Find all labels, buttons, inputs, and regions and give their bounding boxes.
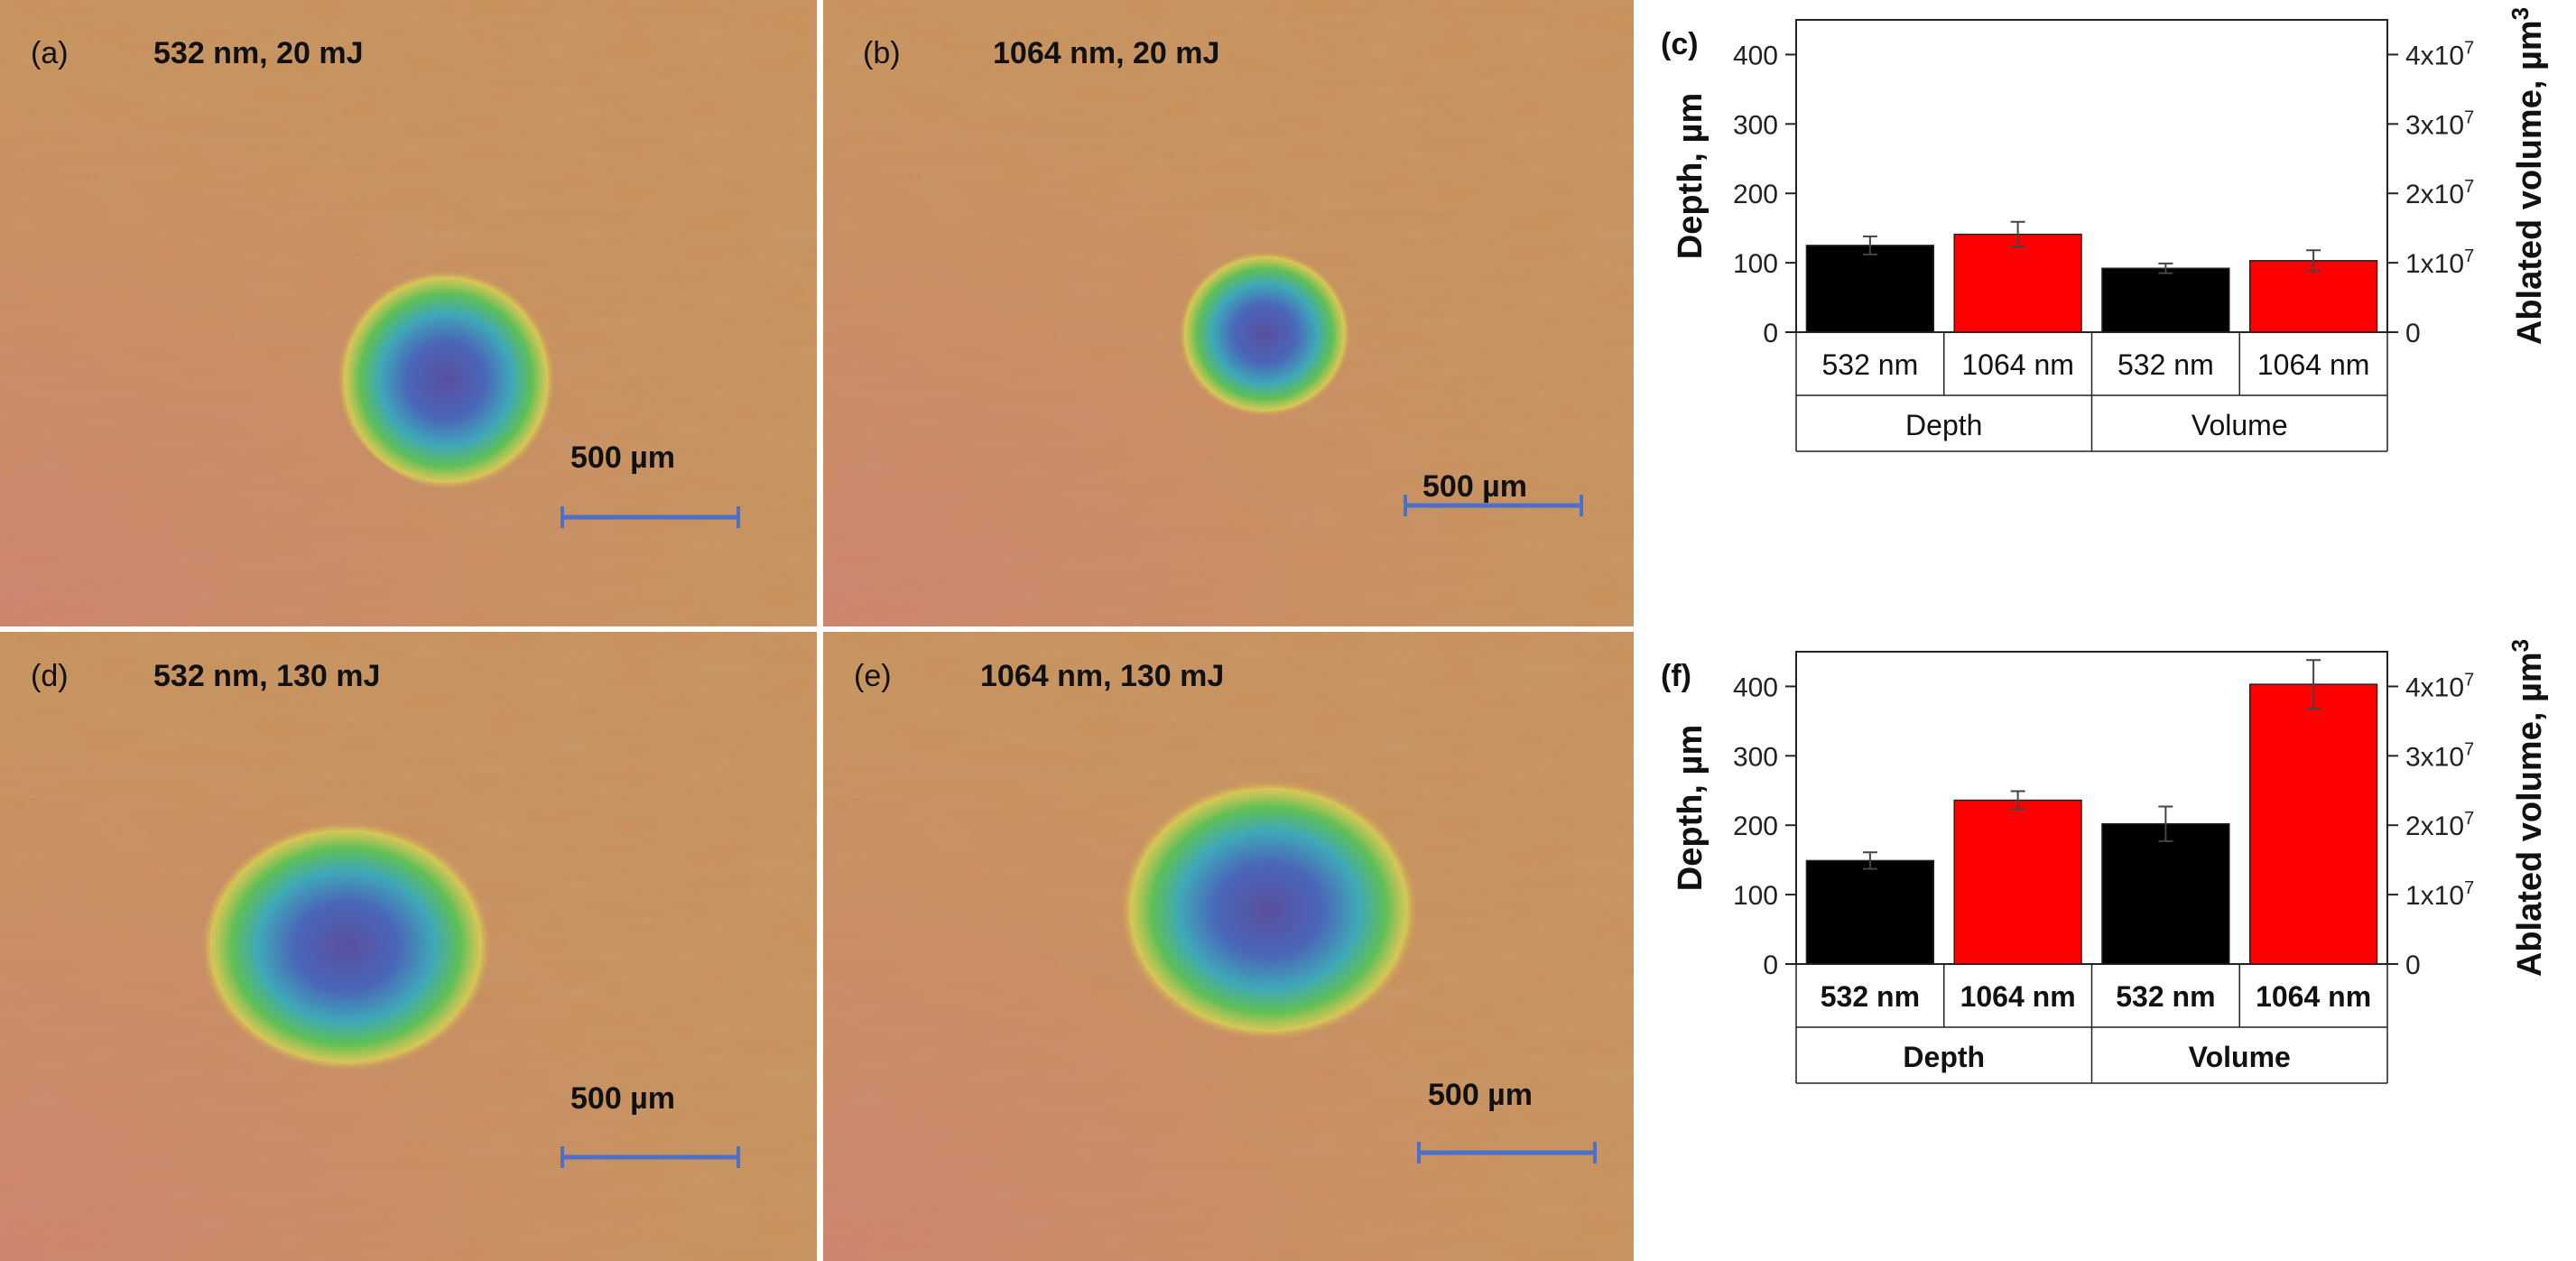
panel-title-b: 1064 nm, 20 mJ [993, 36, 1220, 70]
left-tick-label: 200 [1733, 811, 1778, 841]
panel-label-e: (e) [854, 659, 892, 693]
left-tick-label: 0 [1763, 950, 1778, 980]
wood-photo-d [0, 632, 817, 1261]
photo-panel-d: (d) 532 nm, 130 mJ 500 µm [0, 632, 817, 1261]
right-axis-label: Ablated volume, µm3 [2507, 7, 2549, 345]
panel-title-e: 1064 nm, 130 mJ [980, 659, 1225, 693]
panel-label-b: (b) [863, 36, 901, 70]
left-tick-label: 400 [1733, 41, 1778, 70]
group-label: Depth [1905, 409, 1982, 441]
scale-label-b: 500 µm [1422, 469, 1527, 504]
category-label: 532 nm [1822, 348, 1919, 381]
right-tick-label: 3x107 [2405, 739, 2474, 772]
category-label: 1064 nm [1960, 980, 2076, 1013]
chart-f: (f) 0 100 200 300 400 0 1x107 2x107 3x107 4x107 Dep… [1661, 639, 2549, 1084]
bar [2101, 822, 2230, 965]
left-axis-label: Depth, µm [1672, 93, 1710, 259]
bar [1953, 799, 2082, 965]
scale-label-a: 500 µm [570, 440, 675, 475]
right-tick-label: 0 [2405, 319, 2421, 348]
right-tick-label: 1x107 [2405, 246, 2474, 279]
wood-photo-b [823, 0, 1634, 626]
category-label: 1064 nm [2256, 980, 2371, 1013]
left-axis-label: Depth, µm [1672, 725, 1710, 891]
wood-photo-a [0, 0, 817, 626]
bar [1805, 859, 1935, 965]
bar [2248, 260, 2378, 333]
right-tick-label: 2x107 [2405, 809, 2474, 841]
panel-title-a: 532 nm, 20 mJ [153, 36, 364, 70]
photo-panel-a: (a) 532 nm, 20 mJ 500 µm [0, 0, 817, 626]
crater-d [199, 821, 493, 1072]
bar [1953, 233, 2082, 333]
right-tick-label: 4x107 [2405, 38, 2474, 70]
bar [2101, 267, 2230, 333]
chart-panel-label: (c) [1661, 27, 1699, 61]
crater-e [1118, 778, 1420, 1042]
left-tick-label: 300 [1733, 742, 1778, 772]
right-axis-label: Ablated volume, µm3 [2507, 639, 2549, 977]
crater-a [336, 269, 557, 491]
left-tick-label: 200 [1733, 180, 1778, 209]
panel-title-d: 532 nm, 130 mJ [153, 659, 381, 693]
group-label: Depth [1903, 1041, 1985, 1073]
bar [2248, 683, 2378, 965]
right-tick-label: 3x107 [2405, 107, 2474, 140]
panel-label-d: (d) [31, 659, 69, 693]
category-label: 1064 nm [1961, 348, 2074, 381]
bar [1805, 245, 1935, 333]
category-label: 1064 nm [2257, 348, 2370, 381]
group-label: Volume [2189, 1041, 2291, 1073]
photo-panel-b: (b) 1064 nm, 20 mJ 500 µm [823, 0, 1634, 626]
chart-c: (c) 0 100 200 300 400 0 1x107 2x107 3x107 4x107 Dep… [1661, 7, 2549, 452]
panel-label-a: (a) [31, 36, 69, 70]
right-tick-label: 1x107 [2405, 878, 2474, 911]
group-label: Volume [2191, 409, 2288, 441]
wood-photo-e [823, 632, 1634, 1261]
right-tick-label: 2x107 [2405, 177, 2474, 209]
category-label: 532 nm [2116, 980, 2215, 1013]
left-tick-label: 0 [1763, 319, 1778, 348]
left-tick-label: 400 [1733, 672, 1778, 702]
left-tick-label: 100 [1733, 881, 1778, 911]
left-tick-label: 300 [1733, 110, 1778, 140]
scale-label-d: 500 µm [570, 1081, 675, 1116]
left-tick-label: 100 [1733, 249, 1778, 279]
scale-label-e: 500 µm [1428, 1078, 1533, 1112]
right-tick-label: 0 [2405, 950, 2421, 980]
category-label: 532 nm [2117, 348, 2214, 381]
crater-b [1178, 250, 1352, 418]
chart-panel-label: (f) [1661, 659, 1691, 693]
category-label: 532 nm [1821, 980, 1920, 1013]
photo-panel-e: (e) 1064 nm, 130 mJ 500 µm [823, 632, 1634, 1261]
right-tick-label: 4x107 [2405, 670, 2474, 702]
